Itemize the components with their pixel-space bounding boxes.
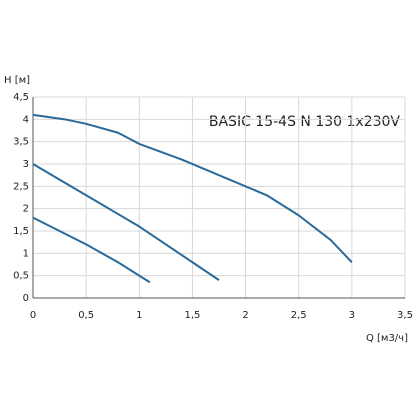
y-tick-label: 0 <box>23 293 29 304</box>
line-series <box>32 216 151 284</box>
x-tick-label: 3,5 <box>397 310 413 321</box>
y-tick-label: 2 <box>23 204 29 215</box>
x-tick-label: 0,5 <box>78 310 94 321</box>
x-tick-label: 3 <box>349 310 355 321</box>
y-axis-label: H [м] <box>4 75 30 86</box>
y-tick-label: 1 <box>23 248 29 259</box>
x-tick-label: 1,5 <box>184 310 200 321</box>
y-tick-label: 4,5 <box>13 92 29 103</box>
y-tick-label: 2,5 <box>13 181 29 192</box>
line-series <box>32 113 353 263</box>
x-tick-label: 2 <box>242 310 248 321</box>
y-tick-label: 1,5 <box>13 226 29 237</box>
y-tick-label: 3,5 <box>13 137 29 148</box>
y-tick-label: 3 <box>23 159 29 170</box>
annotation: BASIC 15-4S N 130 1x230V <box>209 114 401 130</box>
x-axis-label: Q [м3/ч] <box>366 333 408 344</box>
y-tick-label: 0,5 <box>13 271 29 282</box>
y-tick-label: 4 <box>23 114 29 125</box>
x-tick-label: 2,5 <box>291 310 307 321</box>
x-tick-label: 1 <box>136 310 142 321</box>
x-tick-label: 0 <box>30 310 36 321</box>
line-series <box>32 163 220 281</box>
